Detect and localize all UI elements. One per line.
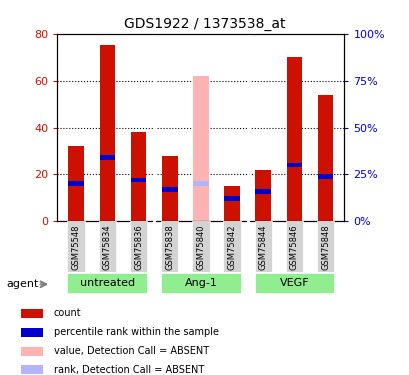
Text: VEGF: VEGF: [279, 278, 308, 288]
Text: GSM75848: GSM75848: [320, 224, 329, 270]
FancyBboxPatch shape: [67, 273, 147, 293]
Text: percentile rank within the sample: percentile rank within the sample: [54, 327, 218, 337]
Text: value, Detection Call = ABSENT: value, Detection Call = ABSENT: [54, 346, 208, 356]
Text: Ang-1: Ang-1: [184, 278, 217, 288]
Bar: [130, 132, 146, 221]
Bar: [68, 182, 84, 186]
FancyBboxPatch shape: [316, 221, 334, 272]
Text: GSM75846: GSM75846: [289, 224, 298, 270]
FancyBboxPatch shape: [130, 221, 147, 272]
Bar: [162, 187, 177, 192]
Bar: [193, 76, 208, 221]
Bar: [255, 170, 270, 221]
Text: GSM75844: GSM75844: [258, 224, 267, 270]
Bar: [99, 45, 115, 221]
Text: GSM75834: GSM75834: [103, 224, 112, 270]
Text: GSM75548: GSM75548: [72, 224, 81, 270]
Text: GSM75840: GSM75840: [196, 224, 205, 270]
Bar: [317, 174, 333, 178]
Bar: [286, 57, 301, 221]
Bar: [162, 156, 177, 221]
Text: GSM75842: GSM75842: [227, 224, 236, 270]
Text: rank, Detection Call = ABSENT: rank, Detection Call = ABSENT: [54, 365, 203, 375]
Bar: [193, 182, 208, 186]
Bar: [255, 189, 270, 194]
Bar: [20, 346, 43, 355]
Bar: [130, 178, 146, 182]
Bar: [99, 155, 115, 160]
FancyBboxPatch shape: [67, 221, 85, 272]
FancyBboxPatch shape: [223, 221, 240, 272]
Text: agent: agent: [6, 279, 38, 289]
FancyBboxPatch shape: [161, 273, 240, 293]
Bar: [20, 328, 43, 337]
Bar: [224, 186, 239, 221]
Bar: [224, 196, 239, 201]
FancyBboxPatch shape: [98, 221, 116, 272]
FancyBboxPatch shape: [254, 221, 271, 272]
FancyBboxPatch shape: [254, 273, 334, 293]
FancyBboxPatch shape: [161, 221, 178, 272]
FancyBboxPatch shape: [285, 221, 303, 272]
Bar: [20, 365, 43, 374]
Text: GSM75838: GSM75838: [165, 224, 174, 270]
FancyBboxPatch shape: [192, 221, 209, 272]
Text: GDS1922 / 1373538_at: GDS1922 / 1373538_at: [124, 17, 285, 31]
Text: GSM75836: GSM75836: [134, 224, 143, 270]
Bar: [20, 309, 43, 318]
Bar: [317, 95, 333, 221]
Text: untreated: untreated: [80, 278, 135, 288]
Text: count: count: [54, 309, 81, 318]
Bar: [286, 163, 301, 167]
Bar: [68, 146, 84, 221]
